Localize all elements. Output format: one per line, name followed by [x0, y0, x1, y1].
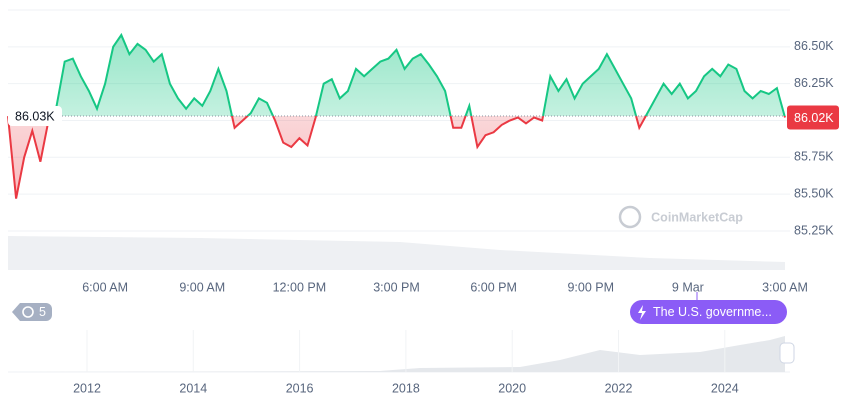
navigator-tick-label: 2020: [498, 381, 526, 395]
current-price-tag: [787, 105, 839, 130]
watermark: CoinMarketCap: [651, 210, 743, 224]
event-tag[interactable]: The U.S. governme...: [630, 300, 787, 324]
x-tick-label: 6:00 AM: [82, 280, 128, 294]
badge-count: 5: [39, 305, 46, 319]
x-tick-label: 9:00 PM: [567, 280, 614, 294]
y-tick-label: 85.25K: [794, 223, 834, 237]
x-tick-label: 3:00 PM: [373, 280, 420, 294]
event-tag-bg: [630, 300, 787, 324]
baseline-label: 86.03K: [15, 109, 55, 123]
y-tick-label: 85.75K: [794, 150, 834, 164]
badge-shape: [12, 303, 52, 321]
y-tick-label: 85.50K: [794, 186, 834, 200]
baseline-tag: [8, 106, 62, 127]
navigator-tick-label: 2012: [73, 381, 101, 395]
x-tick-label: 9:00 AM: [179, 280, 225, 294]
event-label: The U.S. governme...: [653, 305, 772, 319]
navigator-area: [8, 336, 785, 372]
x-tick-label: 6:00 PM: [470, 280, 517, 294]
y-tick-label: 86.50K: [794, 39, 834, 53]
watermark-logo: [618, 205, 642, 229]
current-price-label: 86.02K: [794, 111, 834, 125]
area-up: [8, 35, 785, 117]
badge-icon: [22, 306, 34, 318]
navigator-tick-label: 2016: [286, 381, 314, 395]
x-tick-label: 3:00 AM: [762, 280, 808, 294]
history-badge[interactable]: 5: [12, 303, 52, 321]
navigator-tick-label: 2022: [605, 381, 633, 395]
y-tick-label: 86.25K: [794, 76, 834, 90]
price-line-up: [8, 32, 786, 117]
navigator-tick-label: 2014: [179, 381, 207, 395]
navigator-tick-label: 2018: [392, 381, 420, 395]
navigator-tick-label: 2024: [711, 381, 739, 395]
volume-area: [8, 236, 785, 270]
x-tick-label: 9 Mar: [672, 280, 704, 294]
navigator-handle[interactable]: [779, 342, 795, 364]
x-tick-label: 12:00 PM: [273, 280, 327, 294]
event-icon: [638, 305, 646, 320]
